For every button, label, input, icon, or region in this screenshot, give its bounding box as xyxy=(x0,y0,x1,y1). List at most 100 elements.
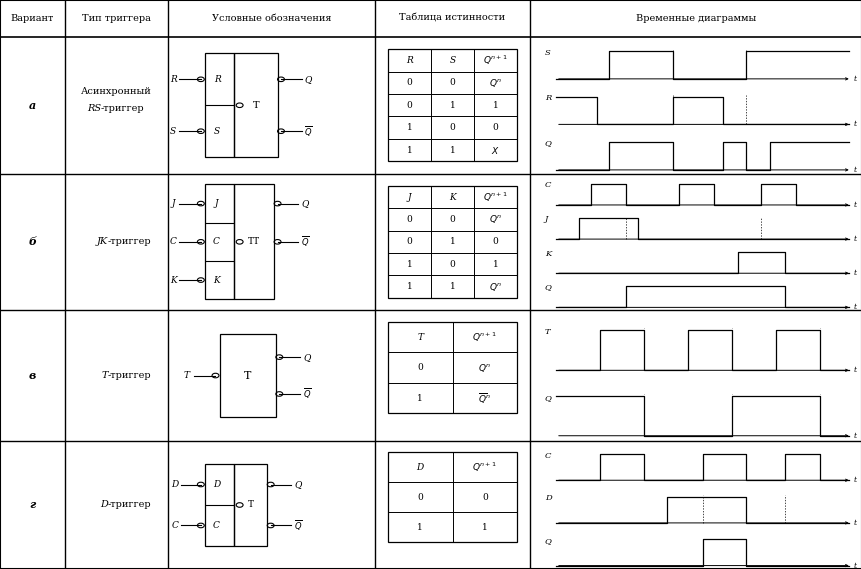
Text: -триггер: -триггер xyxy=(108,501,152,509)
Text: S: S xyxy=(170,127,177,136)
Text: 1: 1 xyxy=(406,146,412,155)
Text: T: T xyxy=(184,371,189,380)
Text: 1: 1 xyxy=(492,101,498,110)
Text: t: t xyxy=(852,562,856,569)
Text: $Q^{n+1}$: $Q^{n+1}$ xyxy=(472,331,497,344)
Text: 0: 0 xyxy=(406,101,412,110)
Text: t: t xyxy=(852,519,856,527)
Text: 0: 0 xyxy=(449,215,455,224)
Text: C: C xyxy=(213,237,220,246)
Text: D: D xyxy=(100,501,108,509)
Text: t: t xyxy=(852,366,856,374)
Text: Q: Q xyxy=(544,537,551,545)
Text: t: t xyxy=(852,269,856,277)
Text: 0: 0 xyxy=(417,363,423,372)
Text: D: D xyxy=(544,494,551,502)
Text: T: T xyxy=(101,371,108,380)
Text: 0: 0 xyxy=(492,237,498,246)
Text: б: б xyxy=(28,236,36,248)
Text: R: R xyxy=(170,75,177,84)
Text: а: а xyxy=(28,100,36,111)
Text: J: J xyxy=(544,215,548,224)
Text: J: J xyxy=(214,199,218,208)
Text: -триггер: -триггер xyxy=(101,104,145,113)
Text: TT: TT xyxy=(248,237,260,246)
Text: D: D xyxy=(416,463,424,472)
Text: $Q^{n+1}$: $Q^{n+1}$ xyxy=(482,191,508,204)
Text: Q: Q xyxy=(301,199,308,208)
Text: 1: 1 xyxy=(449,101,455,110)
Text: t: t xyxy=(852,201,856,209)
Text: 0: 0 xyxy=(492,123,498,132)
Text: K: K xyxy=(170,275,177,284)
Text: K: K xyxy=(544,249,550,258)
Text: $\overline{Q}$: $\overline{Q}$ xyxy=(294,518,302,533)
Text: C: C xyxy=(170,237,177,246)
Text: $Q^{n+1}$: $Q^{n+1}$ xyxy=(472,461,497,474)
Text: 1: 1 xyxy=(417,523,423,531)
Text: Q: Q xyxy=(544,394,551,402)
Text: K: K xyxy=(449,192,455,201)
Text: 1: 1 xyxy=(406,282,412,291)
Text: $\overline{Q}^n$: $\overline{Q}^n$ xyxy=(478,391,491,406)
Text: t: t xyxy=(852,303,856,311)
Text: Q: Q xyxy=(303,353,310,362)
Text: D: D xyxy=(213,480,220,489)
Text: t: t xyxy=(852,166,856,174)
Text: Вариант: Вариант xyxy=(10,14,54,23)
Text: в: в xyxy=(28,370,36,381)
Text: $Q^n$: $Q^n$ xyxy=(488,281,502,292)
Text: J: J xyxy=(407,192,411,201)
Text: K: K xyxy=(213,275,220,284)
Text: -триггер: -триггер xyxy=(108,237,152,246)
Text: 0: 0 xyxy=(449,259,455,269)
Text: 1: 1 xyxy=(481,523,487,531)
Text: $X$: $X$ xyxy=(491,145,499,155)
Text: J: J xyxy=(171,199,175,208)
Text: Q: Q xyxy=(544,283,551,292)
Text: г: г xyxy=(29,500,35,510)
Text: t: t xyxy=(852,121,856,129)
Text: Q: Q xyxy=(544,139,551,147)
Text: 1: 1 xyxy=(417,394,423,403)
Text: $Q^n$: $Q^n$ xyxy=(488,213,502,225)
Text: 0: 0 xyxy=(449,79,455,88)
Text: C: C xyxy=(544,452,550,460)
Text: R: R xyxy=(544,94,550,102)
Text: 1: 1 xyxy=(406,259,412,269)
Text: 1: 1 xyxy=(449,237,455,246)
Text: S: S xyxy=(214,127,220,136)
Text: 1: 1 xyxy=(449,146,455,155)
Text: t: t xyxy=(852,235,856,243)
Text: $\overline{Q}$: $\overline{Q}$ xyxy=(302,386,311,402)
Text: Тип триггера: Тип триггера xyxy=(82,14,151,23)
Text: 0: 0 xyxy=(406,79,412,88)
Text: T: T xyxy=(252,101,259,110)
Text: $Q^{n+1}$: $Q^{n+1}$ xyxy=(482,54,508,67)
Text: $Q^n$: $Q^n$ xyxy=(488,77,502,89)
Text: 0: 0 xyxy=(406,215,412,224)
Text: Условные обозначения: Условные обозначения xyxy=(212,14,331,23)
Text: T: T xyxy=(544,328,550,336)
Text: T: T xyxy=(244,370,251,381)
Text: S: S xyxy=(544,48,550,56)
Text: t: t xyxy=(852,432,856,440)
Text: 0: 0 xyxy=(481,493,487,502)
Text: Временные диаграммы: Временные диаграммы xyxy=(635,14,755,23)
Text: t: t xyxy=(852,476,856,484)
Text: -триггер: -триггер xyxy=(108,371,152,380)
Text: T: T xyxy=(248,501,253,509)
Text: 1: 1 xyxy=(449,282,455,291)
Text: $Q^n$: $Q^n$ xyxy=(478,362,491,374)
Text: RS: RS xyxy=(87,104,101,113)
Text: Q: Q xyxy=(294,480,301,489)
Text: T: T xyxy=(417,333,423,341)
Text: 0: 0 xyxy=(449,123,455,132)
Text: C: C xyxy=(544,181,550,189)
Text: t: t xyxy=(852,75,856,83)
Text: S: S xyxy=(449,56,455,65)
Text: C: C xyxy=(213,521,220,530)
Text: D: D xyxy=(171,480,178,489)
Text: Q: Q xyxy=(305,75,312,84)
Text: 1: 1 xyxy=(406,123,412,132)
